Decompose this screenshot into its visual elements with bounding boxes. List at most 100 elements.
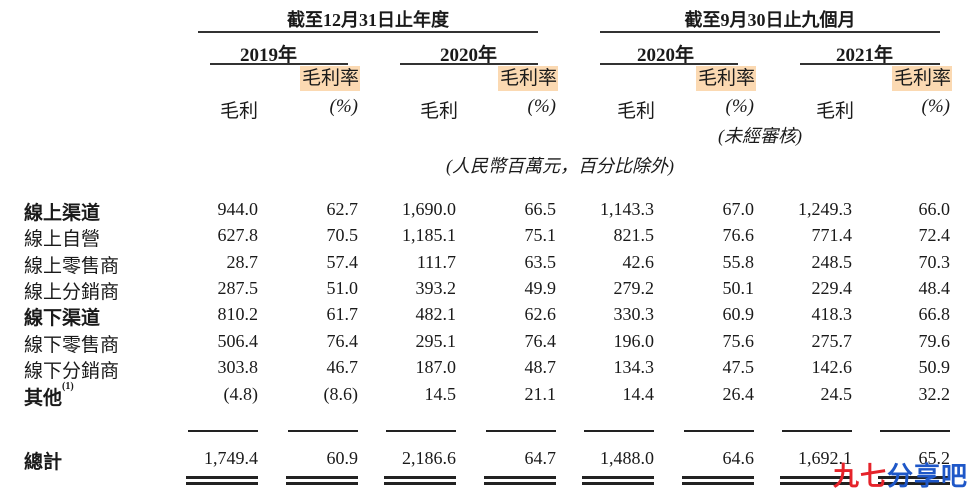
table-cell: 248.5 [811,252,853,272]
row-label: 線上自營 [24,224,100,251]
table-cell: 14.4 [622,384,655,404]
unaudited-note: (未經審核) [718,126,802,146]
table-cell: 55.8 [722,252,755,272]
row-label: 線上分銷商 [24,277,119,304]
year-2019: 2019年 [240,45,298,66]
table-cell: 50.9 [918,357,951,377]
pct-header-2021-9m: (%) [921,96,950,117]
table-cell: 330.3 [613,304,655,324]
period-underline-fy [198,31,538,33]
margin-header-2020-fy: 毛利率 [498,66,558,91]
table-cell: 142.6 [811,357,853,377]
watermark: 九七分享吧 [833,456,968,493]
row-label-text: 線下分銷商 [24,361,120,382]
rule-top-col2 [288,430,358,432]
table-cell: 66.8 [918,304,951,324]
row-label-text: 其他 [24,388,63,409]
table-cell: 24.5 [820,384,853,404]
table-cell: 111.7 [416,252,456,272]
table-cell: 506.4 [217,331,259,351]
total-cell: 1,692.1 [798,448,852,468]
table-cell: 275.7 [811,331,853,351]
rule-top-col6 [684,430,754,432]
row-label: 線下渠道 [24,303,100,330]
total-cell: 60.9 [326,448,359,468]
table-cell: 944.0 [217,199,259,219]
table-cell: 57.4 [326,252,359,272]
table-cell: 63.5 [524,252,557,272]
row-label: 線下分銷商 [24,356,119,383]
table-cell: 295.1 [415,331,457,351]
period-header-fy: 截至12月31日止年度 [287,10,449,30]
table-cell: 66.0 [918,199,951,219]
unit-note: (人民幣百萬元，百分比除外) [446,156,674,176]
double-rule [484,482,556,485]
rule-top-col3 [386,430,456,432]
table-cell: 76.4 [524,331,557,351]
table-cell: 1,143.3 [600,199,654,219]
double-rule [186,476,258,479]
gp-header-2020-fy: 毛利 [419,101,458,122]
row-label: 線上渠道 [24,198,100,225]
total-cell: 1,749.4 [204,448,258,468]
table-cell: 48.4 [918,278,951,298]
rule-top-col5 [584,430,654,432]
table-cell: 60.9 [722,304,755,324]
rule-top-col4 [486,430,556,432]
double-rule [582,482,654,485]
table-cell: 810.2 [217,304,259,324]
table-cell: 627.8 [217,225,259,245]
table-cell: 72.4 [918,225,951,245]
table-cell: 70.3 [918,252,951,272]
year-2021-9m: 2021年 [836,45,894,66]
table-cell: 50.1 [722,278,755,298]
margin-header-2020-9m: 毛利率 [696,66,756,91]
table-cell: 76.4 [326,331,359,351]
double-rule [186,482,258,485]
pct-header-2020-fy: (%) [527,96,556,117]
total-cell: 64.7 [524,448,557,468]
row-label-text: 線上分銷商 [24,282,120,303]
table-cell: 42.6 [622,252,655,272]
table-cell: 48.7 [524,357,557,377]
period-header-9m: 截至9月30日止九個月 [684,10,856,30]
table-cell: 134.3 [613,357,655,377]
rule-top-col1 [188,430,258,432]
table-cell: 821.5 [613,225,655,245]
total-label: 總計 [24,452,63,473]
table-cell: (4.8) [223,384,259,404]
year-2020-9m: 2020年 [637,45,695,66]
row-label-text: 線上零售商 [24,256,120,277]
row-label-text: 線下渠道 [24,308,101,329]
table-cell: 75.1 [524,225,557,245]
table-cell: 49.9 [524,278,557,298]
table-cell: 51.0 [326,278,359,298]
table-cell: 187.0 [415,357,457,377]
double-rule [682,476,754,479]
table-cell: 303.8 [217,357,259,377]
table-cell: 67.0 [722,199,755,219]
gp-header-2019: 毛利 [219,101,258,122]
total-cell: 64.6 [722,448,755,468]
row-label-text: 線上自營 [24,229,101,250]
table-cell: 287.5 [217,278,259,298]
row-label: 線下零售商 [24,330,119,357]
table-cell: 70.5 [326,225,359,245]
table-cell: 61.7 [326,304,359,324]
year-2020-fy: 2020年 [440,45,498,66]
table-cell: 79.6 [918,331,951,351]
total-cell: 1,488.0 [600,448,654,468]
double-rule [682,482,754,485]
table-cell: 76.6 [722,225,755,245]
table-cell: 32.2 [918,384,951,404]
table-cell: 21.1 [524,384,557,404]
double-rule [780,476,852,479]
footnote-marker: (1) [62,381,74,392]
table-cell: 418.3 [811,304,853,324]
table-cell: (8.6) [323,384,359,404]
double-rule [878,482,950,485]
total-cell: 2,186.6 [402,448,456,468]
double-rule [780,482,852,485]
table-cell: 62.7 [326,199,359,219]
year-underline-2020-9m [600,63,738,65]
